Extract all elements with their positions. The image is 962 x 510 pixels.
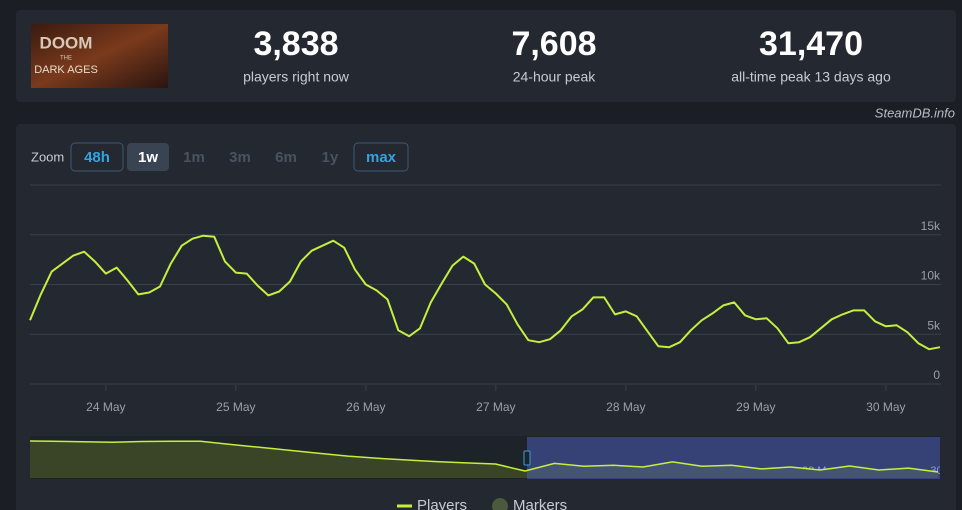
stat-label: players right now (243, 69, 350, 85)
legend-swatch (492, 498, 508, 510)
line (30, 440, 939, 473)
y-tick-label: 15k (921, 219, 941, 233)
line (29, 234, 941, 351)
zoom-button-label[interactable]: 1m (183, 149, 205, 166)
thumbnail-text: DARK AGES (34, 64, 98, 76)
x-tick-label: 29 May (736, 400, 775, 414)
stat-label: 24-hour peak (513, 69, 597, 85)
zoom-button-label[interactable]: 6m (275, 149, 297, 166)
x-tick-label: 25 May (216, 400, 255, 414)
zoom-label: Zoom (31, 149, 64, 164)
zoom-button[interactable] (353, 142, 409, 172)
stat-value: 7,608 (511, 25, 596, 63)
x-tick-label: 26 May (346, 400, 385, 414)
zoom-button-label[interactable]: 48h (84, 149, 110, 166)
header-panel (16, 10, 956, 102)
zoom-button[interactable] (127, 143, 169, 171)
zoom-button-label[interactable]: 1y (322, 149, 339, 166)
x-tick-label: 30 May (866, 400, 905, 414)
x-tick-label: 28 May (606, 400, 645, 414)
thumbnail-text: DOOM (40, 33, 93, 52)
y-tick-label: 10k (921, 269, 941, 283)
chart-panel (16, 124, 956, 510)
navigator-handle[interactable] (523, 450, 531, 466)
y-tick-label: 5k (927, 318, 941, 332)
stat-value: 31,470 (759, 25, 863, 63)
zoom-button-label[interactable]: max (366, 149, 397, 166)
game-thumbnail (31, 24, 168, 88)
zoom-button[interactable] (70, 142, 124, 172)
legend-label[interactable]: Markers (513, 497, 567, 510)
zoom-button-label[interactable]: 3m (229, 149, 251, 166)
thumbnail-text: THE (60, 56, 72, 62)
area (30, 441, 938, 478)
x-tick-label: 24 May (86, 400, 125, 414)
y-tick-label: 0 (933, 368, 940, 382)
source: SteamDB.info (875, 105, 955, 120)
stat-value: 3,838 (253, 25, 338, 63)
zoom-button-label[interactable]: 1w (138, 149, 158, 166)
stat-label: all-time peak 13 days ago (731, 69, 891, 85)
legend-label[interactable]: Players (417, 497, 467, 510)
navigator-selection[interactable] (527, 437, 940, 479)
x-tick-label: 27 May (476, 400, 515, 414)
